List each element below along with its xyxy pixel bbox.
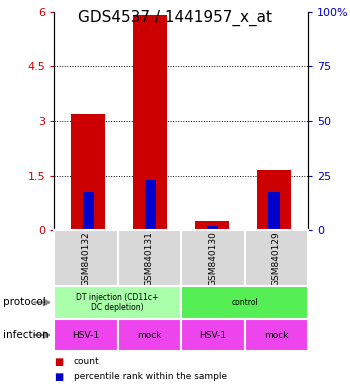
- Bar: [268, 192, 280, 230]
- Text: HSV-1: HSV-1: [72, 331, 99, 339]
- Text: GSM840131: GSM840131: [145, 231, 154, 286]
- Text: ■: ■: [54, 372, 63, 382]
- Bar: [257, 170, 291, 230]
- Text: protocol: protocol: [4, 297, 46, 308]
- Bar: [83, 192, 94, 230]
- Bar: [71, 114, 105, 230]
- Bar: [118, 319, 181, 351]
- Text: percentile rank within the sample: percentile rank within the sample: [74, 372, 227, 381]
- Text: count: count: [74, 357, 99, 366]
- Bar: [181, 286, 308, 319]
- Text: GSM840130: GSM840130: [208, 231, 217, 286]
- Bar: [195, 221, 229, 230]
- Bar: [54, 230, 118, 286]
- Bar: [118, 230, 181, 286]
- Bar: [54, 319, 118, 351]
- Bar: [133, 15, 167, 230]
- Text: ■: ■: [54, 357, 63, 367]
- Text: HSV-1: HSV-1: [199, 331, 226, 339]
- Bar: [145, 180, 156, 230]
- Text: GSM840129: GSM840129: [272, 231, 281, 286]
- Text: mock: mock: [264, 331, 288, 339]
- Text: GDS4537 / 1441957_x_at: GDS4537 / 1441957_x_at: [78, 10, 272, 26]
- Bar: [245, 230, 308, 286]
- Text: GSM840132: GSM840132: [82, 231, 90, 286]
- Bar: [181, 230, 245, 286]
- Bar: [54, 286, 181, 319]
- Text: infection: infection: [4, 330, 49, 340]
- Bar: [245, 319, 308, 351]
- Text: mock: mock: [137, 331, 162, 339]
- Text: control: control: [231, 298, 258, 307]
- Bar: [206, 226, 218, 230]
- Text: DT injection (CD11c+
DC depletion): DT injection (CD11c+ DC depletion): [77, 293, 159, 312]
- Bar: [181, 319, 245, 351]
